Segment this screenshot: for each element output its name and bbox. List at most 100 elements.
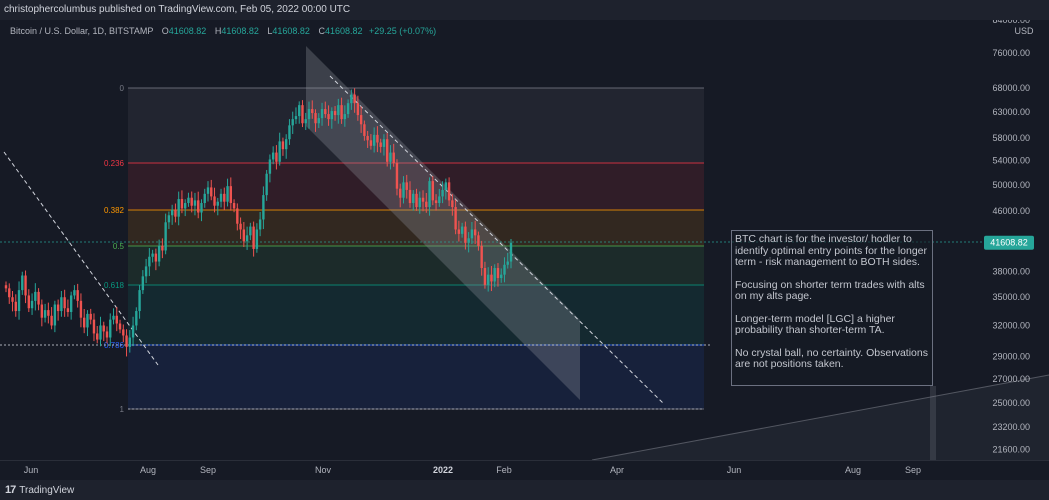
candle-body	[301, 105, 304, 124]
candle-body	[418, 197, 421, 208]
candle-body	[125, 335, 128, 347]
price-tick-label: 50000.00	[992, 180, 1030, 190]
candle-body	[66, 308, 70, 312]
candle-body	[421, 197, 425, 202]
candle-body	[76, 290, 79, 301]
candle-body	[157, 245, 161, 262]
fib-zone	[128, 88, 704, 163]
candle-body	[399, 188, 402, 198]
candle-body	[180, 199, 184, 209]
time-tick-label: 2022	[432, 465, 454, 475]
candle-body	[333, 111, 337, 116]
time-axis[interactable]: Jun Aug Sep Nov 2022 Feb Apr Jun Aug Sep	[0, 460, 1049, 480]
candle-body	[96, 333, 99, 340]
candle-body	[236, 208, 239, 224]
candle-body	[21, 275, 24, 291]
candle-body	[314, 113, 317, 124]
price-tick-label: 29000.00	[992, 351, 1030, 361]
candle-body	[115, 315, 118, 324]
candle-body	[252, 226, 255, 249]
price-tick-label: 63000.00	[992, 107, 1030, 117]
price-tick-label: 76000.00	[992, 48, 1030, 58]
candle-body	[392, 152, 395, 163]
last-price-tag-label: 41608.82	[990, 238, 1028, 248]
candle-body	[408, 189, 412, 204]
time-tick-label: Apr	[609, 465, 625, 475]
note-box[interactable]: BTC chart is for the investor/ hodler to…	[731, 230, 933, 386]
candle-body	[11, 297, 14, 302]
candle-body	[258, 219, 262, 230]
price-tick-label: 46000.00	[992, 206, 1030, 216]
time-tick-label: Jun	[23, 465, 39, 475]
candle-body	[284, 139, 288, 150]
candle-body	[307, 109, 311, 120]
wedge-edge	[930, 386, 936, 460]
publisher-bar: christophercolumbus published on Trading…	[0, 0, 1049, 20]
candle-body	[82, 317, 86, 328]
fib-level-label: 0.786	[104, 341, 125, 350]
candle-body	[441, 189, 444, 197]
candle-body	[493, 268, 496, 282]
price-tick-label: 54000.00	[992, 156, 1030, 166]
candle-body	[444, 182, 448, 190]
time-tick-label: Jun	[726, 465, 742, 475]
candle-body	[372, 134, 376, 146]
fib-zone	[128, 345, 704, 409]
candle-body	[30, 300, 34, 309]
downtrend-line-main	[329, 75, 665, 405]
candle-body	[265, 173, 268, 196]
low-value: 41608.82	[272, 26, 310, 36]
fib-level-label: 0.382	[104, 206, 125, 215]
candle-body	[340, 105, 343, 120]
candle-body	[112, 315, 115, 320]
candle-body	[457, 229, 461, 234]
candle-body	[379, 142, 382, 147]
price-tick-label: 25000.00	[992, 398, 1030, 408]
chart-area[interactable]: 0 0.236 0.382 0.5 0.618 0.786 1 76000.00 68000.0…	[0, 20, 1049, 460]
candle-body	[402, 182, 405, 198]
tradingview-logo[interactable]: 17 TradingView	[5, 484, 74, 496]
candle-body	[151, 253, 154, 257]
candle-body	[40, 304, 44, 318]
candle-body	[161, 245, 164, 251]
candle-body	[438, 196, 441, 204]
tradingview-brand: TradingView	[19, 484, 75, 496]
symbol-name: Bitcoin / U.S. Dollar, 1D, BITSTAMP	[10, 26, 154, 36]
price-tick-label: 38000.00	[992, 266, 1030, 276]
candle-body	[389, 152, 392, 162]
candle-body	[509, 242, 513, 262]
open-key: O	[161, 26, 169, 36]
candle-body	[454, 207, 457, 230]
time-tick-label: Aug	[139, 465, 157, 475]
candle-body	[99, 325, 102, 340]
candle-body	[470, 229, 474, 239]
change-value: +29.25 (+0.07%)	[369, 26, 437, 36]
candle-body	[291, 119, 294, 126]
candle-body	[311, 109, 314, 114]
candle-body	[447, 182, 451, 201]
candle-body	[496, 268, 500, 279]
fib-level-label: 1	[120, 405, 125, 414]
candle-body	[405, 182, 408, 190]
candle-body	[14, 301, 17, 312]
time-tick-label: Feb	[496, 465, 512, 475]
note-paragraph-2: Focusing on shorter term trades with alt…	[735, 278, 925, 302]
candle-body	[376, 134, 379, 143]
candle-body	[350, 94, 353, 104]
candle-body	[298, 105, 301, 117]
price-chart[interactable]: 0 0.236 0.382 0.5 0.618 0.786 1 76000.00 68000.0…	[0, 20, 1049, 460]
candle-body	[483, 268, 487, 285]
candle-body	[213, 196, 216, 206]
candle-body	[385, 139, 389, 162]
candle-body	[480, 245, 483, 269]
candle-body	[50, 315, 53, 326]
candle-body	[460, 226, 464, 234]
last-price-tag	[984, 235, 1034, 250]
candle-body	[53, 304, 57, 326]
candle-body	[275, 152, 278, 162]
candle-body	[467, 238, 470, 243]
candle-body	[187, 197, 190, 204]
price-tick-label-top: 84000.00	[992, 20, 1030, 25]
note-paragraph-3: Longer-term model [LGC] a higher probabi…	[735, 312, 895, 336]
candle-body	[63, 297, 66, 309]
